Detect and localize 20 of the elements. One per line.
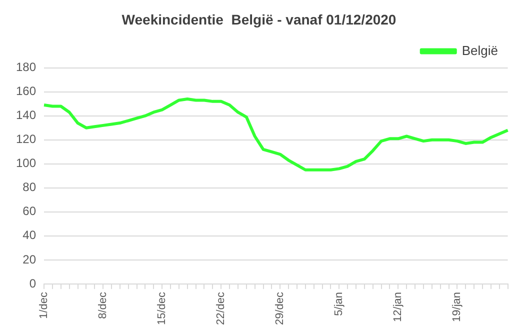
y-tick-label: 60 xyxy=(22,204,36,218)
y-tick-label: 100 xyxy=(16,156,36,170)
x-tick-label: 15/dec xyxy=(156,291,168,326)
x-tick-label: 29/dec xyxy=(274,291,286,326)
legend-label: België xyxy=(462,42,498,58)
x-tick-label: 22/dec xyxy=(215,291,228,326)
y-tick-label: 160 xyxy=(16,84,36,98)
y-tick-label: 80 xyxy=(22,180,36,194)
y-tick-label: 180 xyxy=(16,60,36,74)
y-tick-label: 0 xyxy=(29,276,36,290)
chart-title: Weekincidentie België - vanaf 01/12/2020 xyxy=(122,11,396,28)
x-tick-label: 8/dec xyxy=(97,291,110,319)
x-tick-label: 5/jan xyxy=(333,292,346,316)
x-tick-label: 1/dec xyxy=(38,291,50,319)
y-tick-label: 20 xyxy=(22,252,36,266)
x-tick-label: 19/jan xyxy=(451,292,464,322)
y-tick-label: 120 xyxy=(16,132,36,146)
y-tick-label: 140 xyxy=(16,108,36,122)
x-tick-label: 12/jan xyxy=(392,292,404,322)
y-tick-label: 40 xyxy=(22,228,36,242)
